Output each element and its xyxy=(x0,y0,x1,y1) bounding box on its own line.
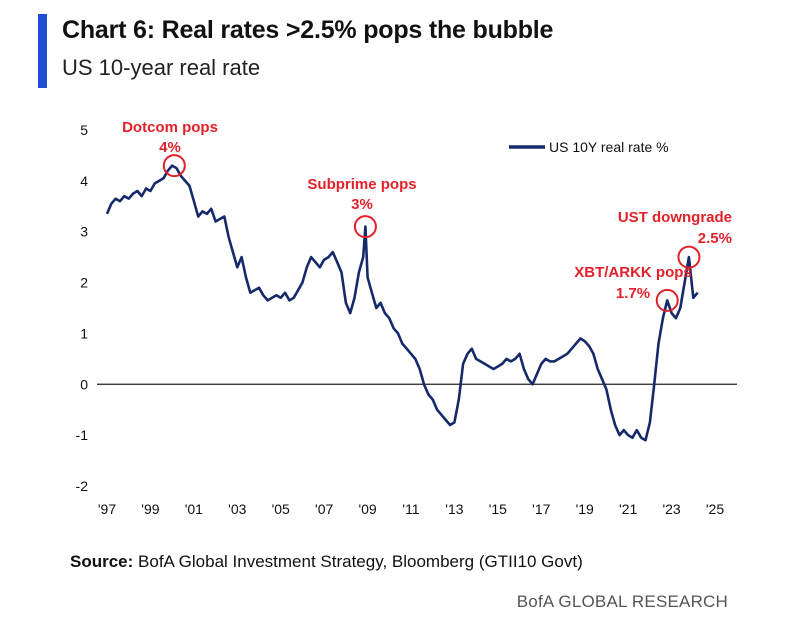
y-tick-label: -1 xyxy=(76,427,89,443)
x-tick-label: '01 xyxy=(185,501,203,517)
x-tick-label: '15 xyxy=(489,501,507,517)
x-tick-label: '07 xyxy=(315,501,333,517)
x-tick-label: '17 xyxy=(532,501,550,517)
y-tick-label: 2 xyxy=(80,275,88,291)
x-tick-label: '19 xyxy=(576,501,594,517)
y-tick-label: 4 xyxy=(80,173,88,189)
brand-footer: BofA GLOBAL RESEARCH xyxy=(516,592,728,611)
x-tick-label: '05 xyxy=(272,501,290,517)
annotation-value: 1.7% xyxy=(616,285,650,302)
annotation-label: Dotcom pops xyxy=(122,119,218,136)
y-tick-label: -2 xyxy=(76,478,89,494)
y-tick-label: 0 xyxy=(80,376,88,392)
annotation-value: 3% xyxy=(351,196,373,213)
annotation-label: Subprime pops xyxy=(307,176,416,193)
legend-label: US 10Y real rate % xyxy=(549,139,669,155)
annotation-circle xyxy=(677,245,701,269)
annotation-label: XBT/ARKK pops xyxy=(574,264,692,281)
annotation-label: UST downgrade xyxy=(618,209,732,226)
x-tick-label: '09 xyxy=(358,501,376,517)
title-accent-bar xyxy=(38,14,47,88)
series-line-us-10y-real-rate xyxy=(105,164,699,442)
x-tick-label: '21 xyxy=(619,501,637,517)
y-tick-label: 1 xyxy=(80,325,88,341)
x-tick-label: '03 xyxy=(228,501,246,517)
source-text: BofA Global Investment Strategy, Bloombe… xyxy=(138,552,583,571)
annotation-circle xyxy=(162,154,186,178)
chart-title: Chart 6: Real rates >2.5% pops the bubbl… xyxy=(62,16,554,44)
chart-subtitle: US 10-year real rate xyxy=(62,55,261,80)
x-tick-label: '23 xyxy=(662,501,680,517)
source-note: Source: BofA Global Investment Strategy,… xyxy=(70,552,583,572)
y-tick-label: 3 xyxy=(80,224,88,240)
x-tick-label: '25 xyxy=(706,501,724,517)
x-tick-label: '11 xyxy=(402,501,419,517)
annotation-value: 2.5% xyxy=(698,230,732,247)
annotation-circle xyxy=(655,288,679,312)
source-label: Source: xyxy=(70,552,134,571)
x-tick-label: '97 xyxy=(98,501,116,517)
y-tick-label: 5 xyxy=(80,122,88,138)
annotation-circle xyxy=(353,215,377,239)
annotation-value: 4% xyxy=(159,139,181,156)
x-tick-label: '13 xyxy=(445,501,463,517)
x-tick-label: '99 xyxy=(141,501,159,517)
